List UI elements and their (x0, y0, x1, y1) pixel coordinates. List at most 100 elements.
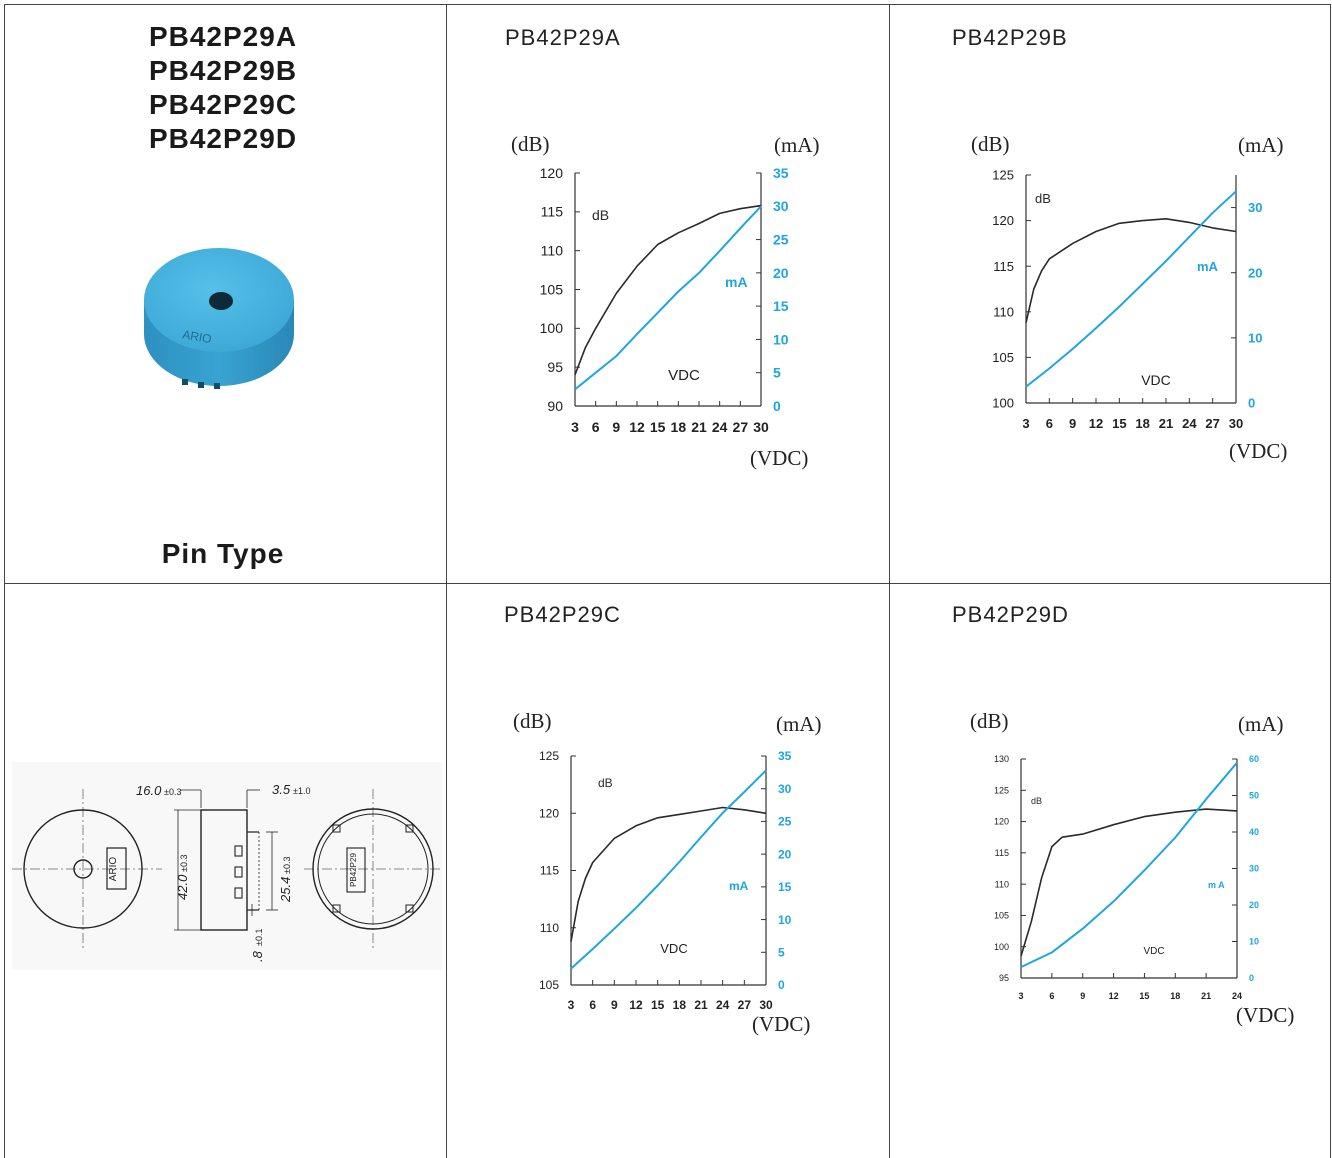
x-tick-label: 18 (1170, 991, 1180, 1001)
y-tick-label-right: 10 (1249, 937, 1259, 947)
x-unit-label: (VDC) (1229, 439, 1287, 463)
y-tick-label-left: 105 (994, 911, 1009, 921)
x-axis-label: VDC (1141, 372, 1171, 388)
y-tick-label-left: 105 (992, 350, 1014, 365)
x-tick-label: 24 (1182, 416, 1197, 431)
y-tick-label-right: 30 (773, 198, 789, 214)
y-tick-label-left: 115 (540, 864, 559, 878)
series-label-db: dB (1031, 796, 1042, 806)
x-tick-label: 9 (612, 419, 620, 435)
chart-title: PB42P29D (952, 602, 1069, 627)
dim-pin-length-tol: ±1.0 (293, 786, 310, 796)
chart-cell-a: PB42P29A 90 95 100 105 110 115 120 0 5 10 15 20 25 30… (447, 5, 889, 583)
y-tick-label-right: 0 (1249, 973, 1254, 983)
x-tick-label: 6 (589, 998, 596, 1012)
table-column-divider-2 (889, 4, 890, 1158)
y-tick-label-left: 105 (539, 978, 559, 992)
y-tick-label-left: 95 (547, 359, 563, 375)
x-tick-label: 21 (691, 419, 707, 435)
y-tick-label-right: 15 (773, 298, 789, 314)
x-tick-label: 12 (1089, 416, 1103, 431)
series-label-ma: mA (1197, 259, 1219, 274)
y-tick-label-left: 110 (541, 243, 564, 259)
series-label-ma: mA (725, 274, 748, 290)
back-view-label: PB42P29 (349, 853, 358, 887)
x-tick-label: 3 (1018, 991, 1023, 1001)
front-view-sound-hole (73, 859, 93, 879)
x-tick-label: 21 (1201, 991, 1211, 1001)
sound-level-line (574, 204, 762, 376)
dim-length-tol: ±0.3 (164, 787, 181, 797)
x-tick-label: 21 (694, 998, 708, 1012)
buzzer-photo: ARIO (144, 248, 294, 389)
x-tick-label: 30 (753, 419, 769, 435)
y-tick-label-right: 30 (778, 782, 792, 796)
y-tick-label-left: 100 (994, 942, 1009, 952)
model-name: PB42P29D (148, 123, 298, 154)
right-unit-label: (mA) (1238, 133, 1284, 157)
y-tick-label-right: 30 (1249, 864, 1259, 874)
y-tick-label-left: 115 (993, 259, 1014, 274)
y-tick-label-right: 25 (778, 815, 792, 829)
x-tick-label: 18 (1135, 416, 1149, 431)
dim-pin-dia-value: .8 (250, 950, 265, 962)
y-tick-label-left: 120 (994, 817, 1009, 827)
right-unit-label: (mA) (776, 712, 822, 736)
x-tick-label: 6 (1049, 991, 1054, 1001)
current-line (574, 205, 762, 391)
mount-type-label: Pin Type (161, 538, 285, 569)
x-tick-label: 12 (629, 419, 645, 435)
chart-cell-b: PB42P29B 100 105 110 115 120 125 0 10 20 30 3 6 9 12 1… (890, 5, 1330, 583)
y-tick-label-right: 5 (773, 365, 781, 381)
current-line (1025, 190, 1237, 388)
table-border-right (1330, 4, 1331, 1158)
dim-pin-spacing-tol: ±0.3 (282, 857, 292, 874)
x-tick-label: 15 (650, 419, 666, 435)
chart-cell-d: PB42P29D 95 100 105 110 115 120 125 130 0 10 20 30 4… (890, 584, 1330, 1158)
y-tick-label-right: 30 (1248, 200, 1262, 215)
back-view-outline (312, 808, 434, 930)
y-tick-label-right: 20 (773, 265, 789, 281)
dim-diameter-tol: ±0.3 (179, 855, 189, 872)
y-tick-label-left: 100 (540, 320, 564, 336)
performance-chart-d: 95 100 105 110 115 120 125 130 0 10 20 30 40 50 60 3 6 9 1… (970, 709, 1294, 1027)
y-tick-label-left: 115 (541, 204, 564, 220)
y-tick-label-right: 0 (773, 398, 781, 414)
x-tick-label: 27 (733, 419, 749, 435)
series-label-db: dB (1035, 191, 1051, 206)
x-tick-label: 27 (1205, 416, 1219, 431)
y-tick-label-left: 120 (540, 165, 564, 181)
sound-level-line (570, 806, 767, 942)
y-tick-label-right: 25 (773, 231, 789, 247)
series-label-db: dB (592, 207, 609, 223)
left-unit-label: (dB) (970, 709, 1009, 733)
left-unit-label: (dB) (513, 709, 552, 733)
performance-chart-a: 90 95 100 105 110 115 120 0 5 10 15 20 25 30 35 3 6 9 12 15… (511, 132, 820, 470)
right-unit-label: (mA) (1238, 712, 1284, 736)
y-tick-label-left: 105 (540, 281, 564, 297)
series-label-db: dB (598, 776, 613, 790)
x-tick-label: 9 (1080, 991, 1085, 1001)
x-unit-label: (VDC) (750, 446, 808, 470)
y-tick-label-right: 20 (1249, 900, 1259, 910)
model-name: PB42P29C (148, 89, 298, 120)
x-axis-label: VDC (668, 367, 700, 384)
x-tick-label: 18 (673, 998, 687, 1012)
sound-level-line (1025, 218, 1237, 323)
y-tick-label-right: 20 (778, 847, 792, 861)
y-tick-label-left: 120 (992, 213, 1014, 228)
y-tick-label-right: 50 (1249, 791, 1259, 801)
y-tick-label-right: 40 (1249, 827, 1259, 837)
buzzer-logo: ARIO (181, 327, 212, 346)
y-tick-label-right: 5 (778, 945, 785, 959)
x-axis-label: VDC (1143, 946, 1164, 957)
y-tick-label-left: 95 (999, 973, 1009, 983)
x-tick-label: 24 (1232, 991, 1242, 1001)
x-unit-label: (VDC) (1236, 1003, 1294, 1027)
current-line (570, 769, 767, 970)
current-line (1020, 762, 1238, 969)
y-tick-label-left: 110 (995, 879, 1009, 889)
y-tick-label-left: 115 (995, 848, 1009, 858)
dim-length-value: 16.0 (136, 783, 162, 798)
